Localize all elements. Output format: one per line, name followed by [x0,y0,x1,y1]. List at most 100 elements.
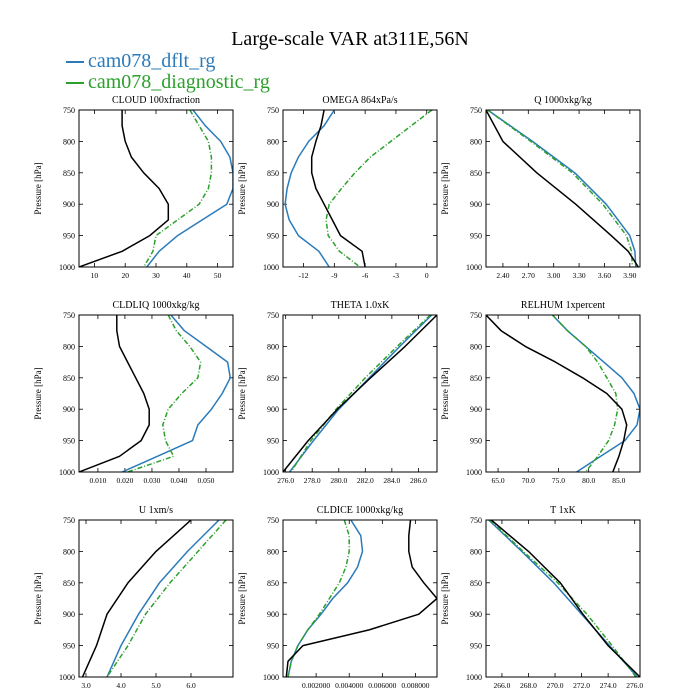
y-tick-label: 750 [63,516,75,525]
x-tick-label: -12 [299,271,309,280]
y-tick-label: 800 [470,547,482,556]
x-tick-label: 10 [91,271,99,280]
x-tick-label: 280.0 [330,476,347,485]
x-tick-label: 274.0 [600,681,617,690]
plot-frame [78,314,234,473]
series-line-1 [551,315,640,472]
series-line-3 [79,110,170,267]
y-tick-label: 1000 [466,263,482,272]
x-tick-label: 0.010 [89,476,106,485]
series-line-2 [325,110,433,267]
series-line-2 [551,315,619,472]
series-line-3 [486,315,628,472]
x-tick-label: 0.020 [116,476,133,485]
x-tick-label: 282.0 [357,476,374,485]
y-axis-label: Pressure [hPa] [33,162,43,214]
x-tick-label: 276.0 [626,681,643,690]
y-tick-label: 1000 [466,673,482,682]
y-tick-label: 800 [63,547,75,556]
legend-swatch-dflt [66,61,84,64]
series-line-3 [486,110,639,267]
series-line-2 [143,110,213,267]
x-tick-label: 85.0 [612,476,625,485]
panel-title: CLOUD 100xfraction [112,95,200,106]
panel-6: RELHUM 1xpercent Pressure [hPa] 750 800 850 9… [440,300,641,485]
x-tick-label: 75.0 [552,476,565,485]
series-line-2 [127,315,202,472]
series-line-3 [81,520,192,677]
y-tick-label: 750 [470,311,482,320]
series-line-1 [487,110,637,267]
series-line-1 [146,110,233,267]
y-axis-label: Pressure [hPa] [237,367,247,419]
y-tick-label: 1000 [59,468,75,477]
x-tick-label: 3.00 [547,271,560,280]
panel-4: CLDLIQ 1000xkg/kg Pressure [hPa] 750 800 850… [33,300,234,485]
x-tick-label: 40 [183,271,191,280]
x-tick-label: 272.0 [573,681,590,690]
y-tick-label: 900 [267,200,279,209]
y-tick-label: 900 [470,200,482,209]
y-tick-label: 850 [63,579,75,588]
legend-item-dflt: cam078_dflt_rg [66,51,215,71]
y-tick-label: 800 [63,342,75,351]
y-tick-label: 850 [267,579,279,588]
y-tick-label: 750 [63,106,75,115]
series-line-3 [310,110,366,267]
series-line-2 [106,520,227,677]
series-line-1 [289,315,433,472]
panel-title: CLDLIQ 1000xkg/kg [113,300,200,311]
y-tick-label: 900 [63,610,75,619]
y-axis-label: Pressure [hPa] [237,572,247,624]
y-tick-label: 800 [267,137,279,146]
legend-swatch-diagnostic [66,82,84,85]
plot-frame [282,314,438,473]
x-tick-label: 0.040 [171,476,188,485]
y-tick-label: 950 [267,642,279,651]
y-tick-label: 800 [63,137,75,146]
y-tick-label: 1000 [263,673,279,682]
series-line-1 [121,315,232,472]
y-axis-label: Pressure [hPa] [440,367,450,419]
series-line-1 [287,520,364,677]
panel-7: U 1xm/s Pressure [hPa] 750 800 850 900 950 1000… [33,505,234,690]
x-tick-label: 0.050 [198,476,215,485]
panel-2: OMEGA 864xPa/s Pressure [hPa] 750 800 850 900… [237,95,438,280]
y-tick-label: 950 [267,437,279,446]
x-tick-label: 2.40 [496,271,509,280]
y-tick-label: 800 [470,137,482,146]
y-tick-label: 900 [267,405,279,414]
legend-label-dflt: cam078_dflt_rg [88,50,216,72]
y-tick-label: 900 [470,405,482,414]
plot-frame [78,519,234,678]
plot-frame [485,314,641,473]
legend-label-diagnostic: cam078_diagnostic_rg [88,71,270,93]
x-tick-label: 0 [425,271,429,280]
x-tick-label: 5.0 [151,681,161,690]
x-tick-label: 0.002000 [302,681,330,690]
series-line-3 [285,520,437,677]
legend-item-diagnostic: cam078_diagnostic_rg [66,72,270,92]
x-tick-label: 3.0 [81,681,91,690]
panel-5: THETA 1.0xK Pressure [hPa] 750 800 850 900 950… [237,300,438,485]
x-tick-label: 284.0 [383,476,400,485]
y-tick-label: 1000 [263,468,279,477]
y-tick-label: 750 [470,516,482,525]
page-title: Large-scale VAR at311E,56N [231,28,469,50]
x-tick-label: 268.0 [520,681,537,690]
plot-frame [282,519,438,678]
y-tick-label: 950 [63,437,75,446]
y-axis-label: Pressure [hPa] [440,162,450,214]
y-tick-label: 1000 [466,468,482,477]
panel-title: RELHUM 1xpercent [521,300,605,311]
panel-9: T 1xK Pressure [hPa] 750 800 850 900 950 1000 26… [440,505,643,690]
series-line-3 [490,520,640,677]
y-tick-label: 750 [470,106,482,115]
panel-1: CLOUD 100xfraction Pressure [hPa] 750 800 85… [33,95,234,280]
y-tick-label: 750 [267,106,279,115]
y-tick-label: 950 [63,642,75,651]
series-line-3 [79,315,150,472]
x-tick-label: 70.0 [522,476,535,485]
x-tick-label: 0.006000 [368,681,396,690]
